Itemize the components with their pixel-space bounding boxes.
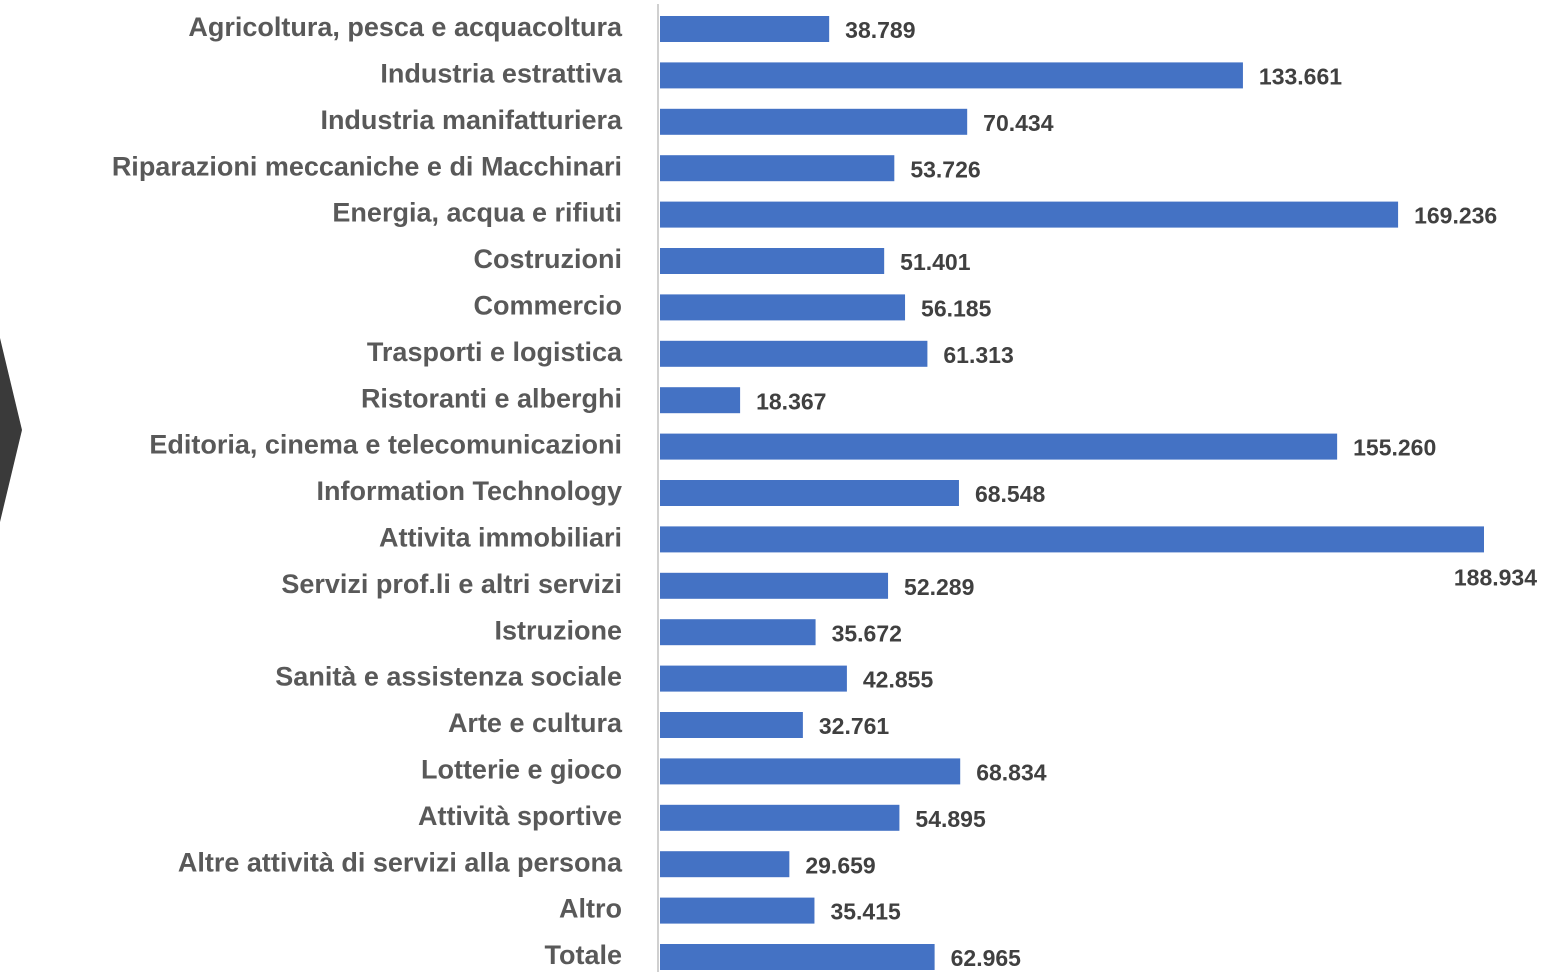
value-label: 35.672: [832, 620, 902, 646]
bar: [660, 433, 1338, 460]
bar: [660, 572, 889, 599]
bar: [660, 387, 741, 414]
value-label: 29.659: [805, 852, 875, 878]
category-label: Industria manifatturiera: [320, 105, 623, 135]
category-label: Totale: [544, 940, 622, 970]
category-label: Agricoltura, pesca e acquacoltura: [188, 12, 623, 42]
value-label: 52.289: [904, 574, 974, 600]
value-label: 53.726: [910, 156, 980, 182]
bar: [660, 851, 790, 878]
value-label: 133.661: [1259, 63, 1342, 89]
bar: [660, 619, 816, 646]
value-label: 38.789: [845, 17, 915, 43]
category-label: Information Technology: [317, 476, 623, 506]
category-label: Riparazioni meccaniche e di Macchinari: [112, 151, 622, 181]
category-label: Attivita immobiliari: [379, 523, 622, 553]
category-label: Energia, acqua e rifiuti: [332, 198, 622, 228]
value-label: 169.236: [1414, 203, 1497, 229]
category-label: Altro: [559, 894, 622, 924]
value-label: 61.313: [943, 342, 1013, 368]
bar: [660, 201, 1399, 228]
category-label: Arte e cultura: [448, 708, 623, 738]
bar: [660, 248, 885, 274]
value-label: 155.260: [1353, 435, 1436, 461]
bar: [660, 62, 1243, 89]
bar: [660, 16, 830, 42]
bar: [660, 758, 961, 785]
value-label: 42.855: [863, 667, 934, 693]
bar: [660, 480, 959, 506]
value-label: 32.761: [819, 713, 890, 739]
bar: [660, 712, 803, 738]
bar: [660, 897, 815, 924]
value-label: 35.415: [830, 899, 901, 925]
bar: [660, 108, 968, 135]
value-label: 68.548: [975, 481, 1046, 507]
bar: [660, 526, 1484, 553]
bar: [660, 665, 847, 692]
category-label: Editoria, cinema e telecomunicazioni: [149, 430, 622, 460]
value-label: 188.934: [1454, 564, 1537, 590]
category-label: Sanità e assistenza sociale: [275, 662, 622, 692]
category-label: Istruzione: [494, 615, 622, 645]
bar: [660, 340, 928, 367]
value-label: 70.434: [983, 110, 1054, 136]
bar: [660, 155, 895, 182]
category-label: Attività sportive: [418, 801, 622, 831]
category-label: Ristoranti e alberghi: [361, 383, 622, 413]
category-label: Altre attività di servizi alla persona: [178, 847, 623, 877]
value-label: 18.367: [756, 388, 826, 414]
value-label: 56.185: [921, 295, 992, 321]
bar: [660, 944, 935, 970]
value-label: 68.834: [976, 759, 1047, 785]
category-label: Trasporti e logistica: [367, 337, 623, 367]
category-label: Commercio: [473, 291, 622, 321]
category-label: Lotterie e gioco: [421, 755, 622, 785]
bar: [660, 294, 906, 321]
value-label: 54.895: [915, 806, 986, 832]
value-label: 62.965: [951, 945, 1022, 971]
category-label: Costruzioni: [474, 244, 623, 274]
chevron-decoration: [0, 338, 22, 522]
category-label: Industria estrattiva: [380, 59, 623, 89]
value-label: 51.401: [900, 249, 971, 275]
category-label: Servizi prof.li e altri servizi: [281, 569, 622, 599]
bar: [660, 804, 900, 831]
